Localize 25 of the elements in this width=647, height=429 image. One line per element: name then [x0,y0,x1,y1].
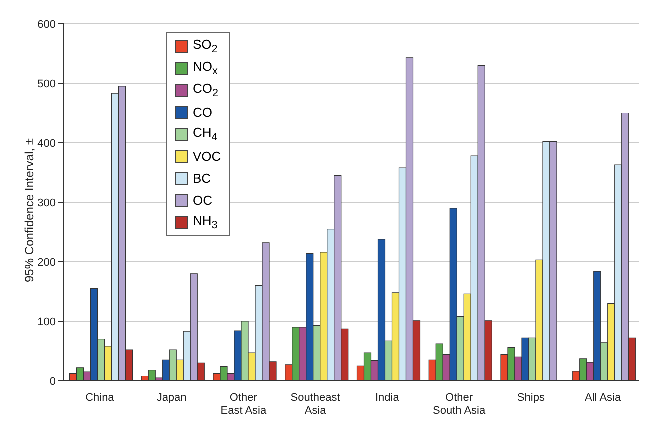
y-tick-label: 100 [38,316,56,328]
legend-label: NH$_{3}$ [193,212,218,232]
legend-label: BC [193,170,212,186]
x-tick-label: Other South Asia [433,392,486,417]
y-axis-title: 95% Confidence Interval, ± [22,138,36,282]
y-tick-label: 400 [38,138,56,150]
legend-label: VOC [193,148,222,164]
x-tick-label: India [376,392,400,404]
y-tick-label: 0 [50,376,56,388]
x-tick-label: Southeast Asia [290,392,340,417]
legend-label: NO$_{x}$ [193,58,218,78]
x-tick-label: Other East Asia [220,392,268,417]
y-tick-label: 300 [38,197,56,210]
legend-label: CH$_{4}$ [193,124,218,144]
legend-label: CO [193,104,212,120]
legend-label: SO$_{2}$ [193,36,218,56]
x-tick-label: All Asia [585,392,622,404]
y-tick-label: 200 [38,256,56,269]
y-tick-label: 500 [38,78,56,90]
x-tick-label: Japan [156,392,187,404]
legend-label: OC [193,192,212,208]
y-tick-label: 600 [38,18,56,31]
x-tick-label: Ships [517,392,546,404]
legend-label: CO$_{2}$ [193,80,219,100]
x-tick-label: China [86,392,116,404]
